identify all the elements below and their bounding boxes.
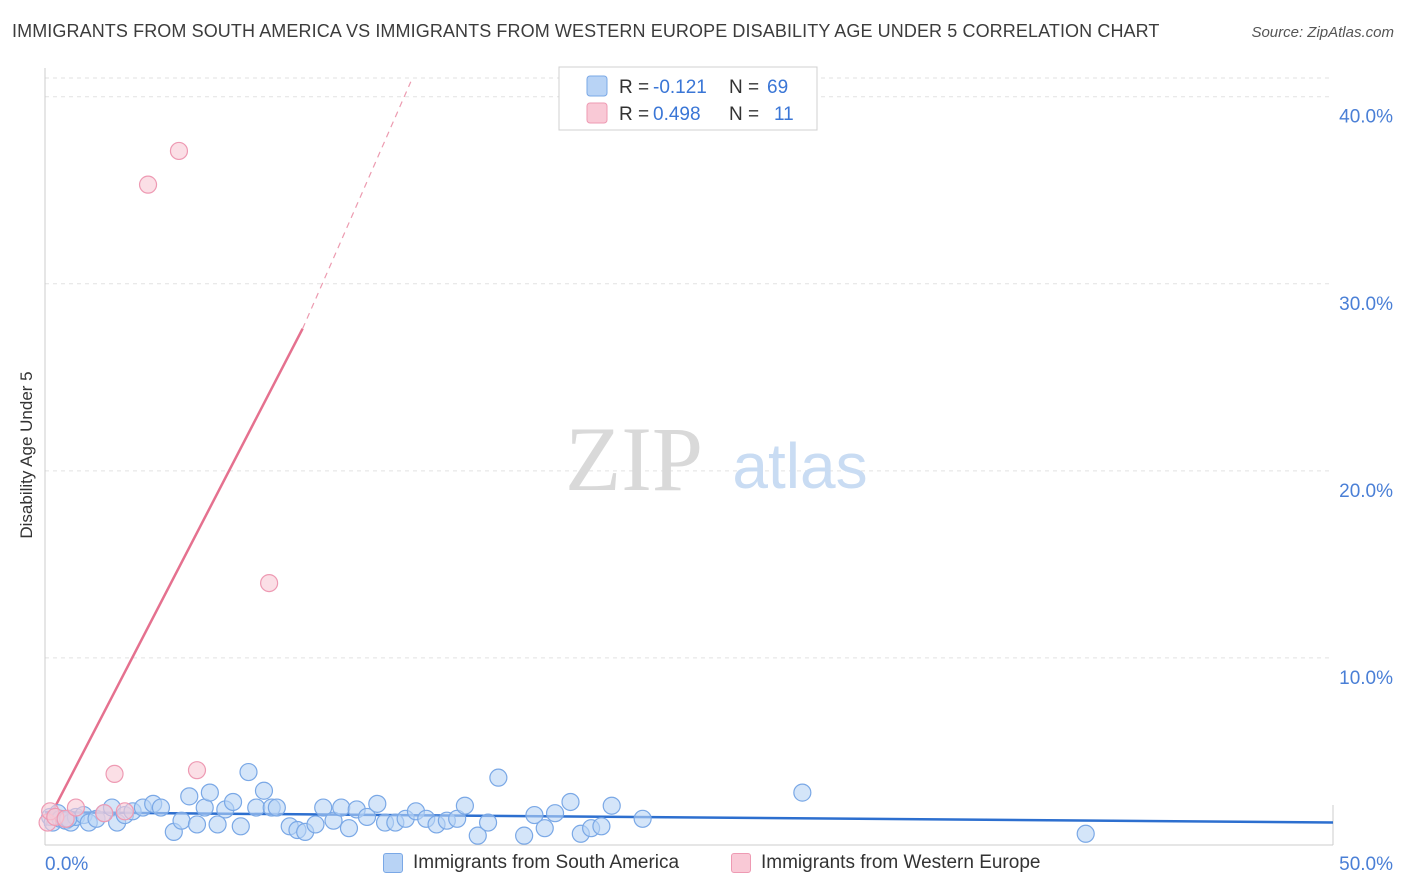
x-tick-label: 50.0% [1339,854,1393,875]
legend-swatch-blue [383,853,403,873]
data-point-blue [545,804,565,823]
y-tick-label: 30.0% [1339,294,1393,315]
bottom-legend-item-western-europe: Immigrants from Western Europe [731,852,1040,874]
data-point-blue [339,819,359,838]
data-point-blue [525,805,544,825]
bottom-legend-label: Immigrants from Western Europe [761,852,1041,873]
y-tick-label: 40.0% [1339,107,1393,128]
data-point-blue [187,815,207,834]
bottom-legend-item-south-america: Immigrants from South America [383,852,679,874]
x-tick-label: 0.0% [45,854,88,875]
data-point-pink [169,141,189,161]
watermark-zip: ZIP [565,408,703,510]
data-point-blue [254,781,274,800]
bottom-legend: Immigrants from South America Immigrants… [0,852,1406,878]
data-point-blue [239,762,258,782]
data-point-blue [223,792,243,812]
legend-swatch-pink [586,102,608,124]
chart-title: IMMIGRANTS FROM SOUTH AMERICA VS IMMIGRA… [12,21,1160,41]
grid-layer [45,77,1333,659]
tick-layer: 10.0% 20.0% 30.0% 40.0% 0.0% 50.0% [45,107,1393,875]
legend-n-value: 69 [767,77,788,98]
legend-r-label: R = [619,104,649,125]
watermark: ZIP atlas [565,408,868,510]
legend-r-value: 0.498 [653,104,701,125]
data-point-blue [357,807,377,827]
data-point-blue [314,798,333,817]
data-point-blue [368,794,387,813]
legend-r-label: R = [619,77,649,98]
data-point-blue [561,792,580,812]
data-point-pink [115,802,134,821]
legend-swatch-blue [586,75,608,97]
data-point-pink [138,175,158,194]
data-point-blue [247,798,266,817]
watermark-atlas: atlas [732,430,867,502]
data-point-blue [592,817,611,836]
legend-swatch-pink [731,853,751,873]
legend-n-label: N = [729,104,759,125]
data-point-blue [180,787,199,806]
data-point-pink [187,761,207,780]
points-layer [38,141,1095,845]
data-point-blue [267,798,286,817]
legend-r-value: -0.121 [653,77,707,98]
data-point-blue [793,783,812,802]
data-point-blue [208,815,227,834]
y-tick-label: 20.0% [1339,481,1393,502]
data-point-blue [602,796,621,815]
trend-line-extension-pink [302,81,412,329]
data-point-blue [633,809,652,828]
data-point-blue [515,826,534,845]
data-point-pink [95,804,114,823]
data-point-blue [535,819,554,838]
data-point-blue [478,813,498,832]
data-point-pink [66,798,86,817]
y-tick-label: 10.0% [1339,668,1393,689]
legend-box: R = -0.121 N = 69 R = 0.498 N = 11 [558,66,818,131]
legend-n-value: 11 [774,104,794,125]
bottom-legend-label: Immigrants from South America [413,852,680,873]
data-point-blue [489,768,508,787]
data-point-blue [172,811,191,830]
data-point-blue [1076,824,1095,843]
data-point-blue [231,817,250,836]
data-point-pink [105,764,124,784]
data-point-pink [56,809,75,828]
source-credit: Source: ZipAtlas.com [1251,24,1394,41]
data-point-pink [260,573,279,593]
data-point-blue [151,798,171,817]
data-point-blue [455,796,474,815]
legend-n-label: N = [729,77,759,98]
trend-line-pink [43,328,304,827]
data-point-blue [332,798,351,817]
data-point-blue [200,783,219,802]
data-point-blue [468,826,487,845]
data-point-blue [306,815,325,834]
